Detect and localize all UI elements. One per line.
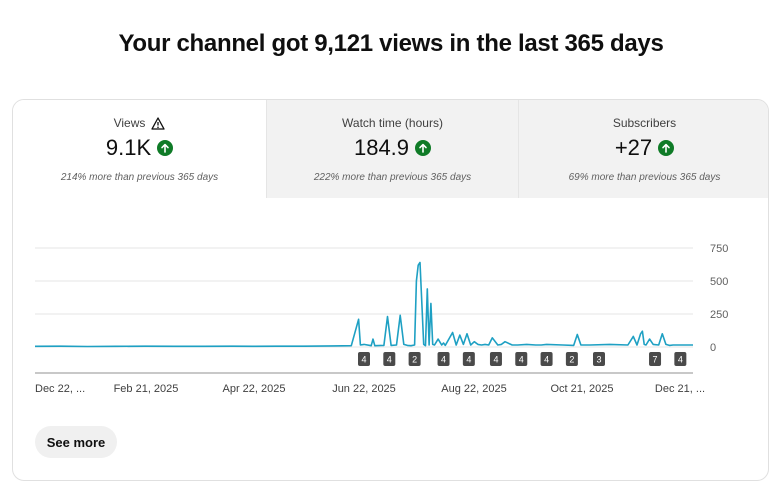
video-published-marker [649, 352, 662, 366]
video-marker-count: 4 [466, 355, 471, 365]
tab-subscribers[interactable]: Subscribers +27 69% more than previous 3… [518, 100, 768, 198]
watch-time-tab-title: Watch time (hours) [342, 116, 443, 130]
video-published-marker [565, 352, 578, 366]
views-line-chart: 0 250 500 750 4 4 2 4 4 4 4 4 2 3 7 4 Dec 22, ... Feb 21,… [34, 243, 728, 395]
warning-icon [151, 116, 166, 130]
subscribers-value: +27 [614, 135, 653, 160]
arrow-up-icon [157, 140, 174, 156]
video-marker-count: 2 [412, 355, 417, 365]
watch-time-comparison-note: 222% more than previous 365 days [313, 172, 472, 183]
video-marker-count: 4 [544, 355, 549, 365]
x-tick-label: Jun 22, 2025 [332, 383, 396, 395]
page-headline: Your channel got 9,121 views in the last… [118, 30, 664, 57]
video-published-marker [383, 352, 396, 366]
video-published-marker [408, 352, 421, 366]
video-published-marker [674, 352, 687, 366]
x-tick-label: Dec 21, ... [655, 383, 705, 395]
arrow-up-icon [658, 140, 675, 156]
x-tick-label: Dec 22, ... [35, 383, 85, 395]
see-more-button[interactable]: See more [35, 426, 117, 458]
video-published-marker [593, 352, 605, 366]
tab-views[interactable]: Views 9.1K 214% more than previous 365 d… [13, 100, 266, 198]
x-tick-label: Apr 22, 2025 [223, 383, 286, 395]
video-marker-count: 3 [596, 355, 601, 365]
subscribers-comparison-note: 69% more than previous 365 days [568, 172, 721, 183]
tab-watch-time[interactable]: Watch time (hours) 184.9 222% more than … [266, 100, 518, 198]
video-published-marker [489, 352, 502, 366]
watch-time-value: 184.9 [353, 135, 410, 160]
video-marker-count: 4 [441, 355, 446, 365]
views-comparison-note: 214% more than previous 365 days [60, 172, 219, 183]
video-marker-count: 7 [653, 355, 658, 365]
y-tick-label: 750 [710, 243, 728, 255]
views-value: 9.1K [105, 135, 152, 160]
views-tab-title: Views [113, 116, 146, 130]
video-published-marker [462, 352, 475, 366]
video-published-marker [437, 352, 450, 366]
video-marker-count: 4 [493, 355, 498, 365]
x-tick-label: Oct 21, 2025 [551, 383, 614, 395]
video-marker-count: 4 [361, 355, 366, 365]
video-marker-count: 4 [387, 355, 392, 365]
video-marker-count: 2 [569, 355, 574, 365]
y-tick-label: 500 [710, 276, 728, 288]
y-tick-label: 250 [710, 309, 728, 321]
subscribers-tab-title: Subscribers [612, 116, 677, 130]
analytics-card: Views 9.1K 214% more than previous 365 d… [12, 99, 769, 481]
x-tick-label: Feb 21, 2025 [114, 383, 179, 395]
video-published-marker [515, 352, 528, 366]
metric-tabs: Views 9.1K 214% more than previous 365 d… [13, 100, 768, 198]
x-tick-label: Aug 22, 2025 [441, 383, 506, 395]
y-tick-label: 0 [710, 342, 716, 354]
views-chart: 0 250 500 750 4 4 2 4 4 4 4 4 2 3 7 4 Dec 22, ... Feb 21,… [13, 198, 768, 398]
video-marker-count: 4 [678, 355, 683, 365]
video-marker-count: 4 [519, 355, 524, 365]
views-series-line [34, 261, 693, 348]
video-published-marker [540, 352, 553, 366]
arrow-up-icon [415, 140, 432, 156]
video-published-marker [358, 352, 370, 366]
